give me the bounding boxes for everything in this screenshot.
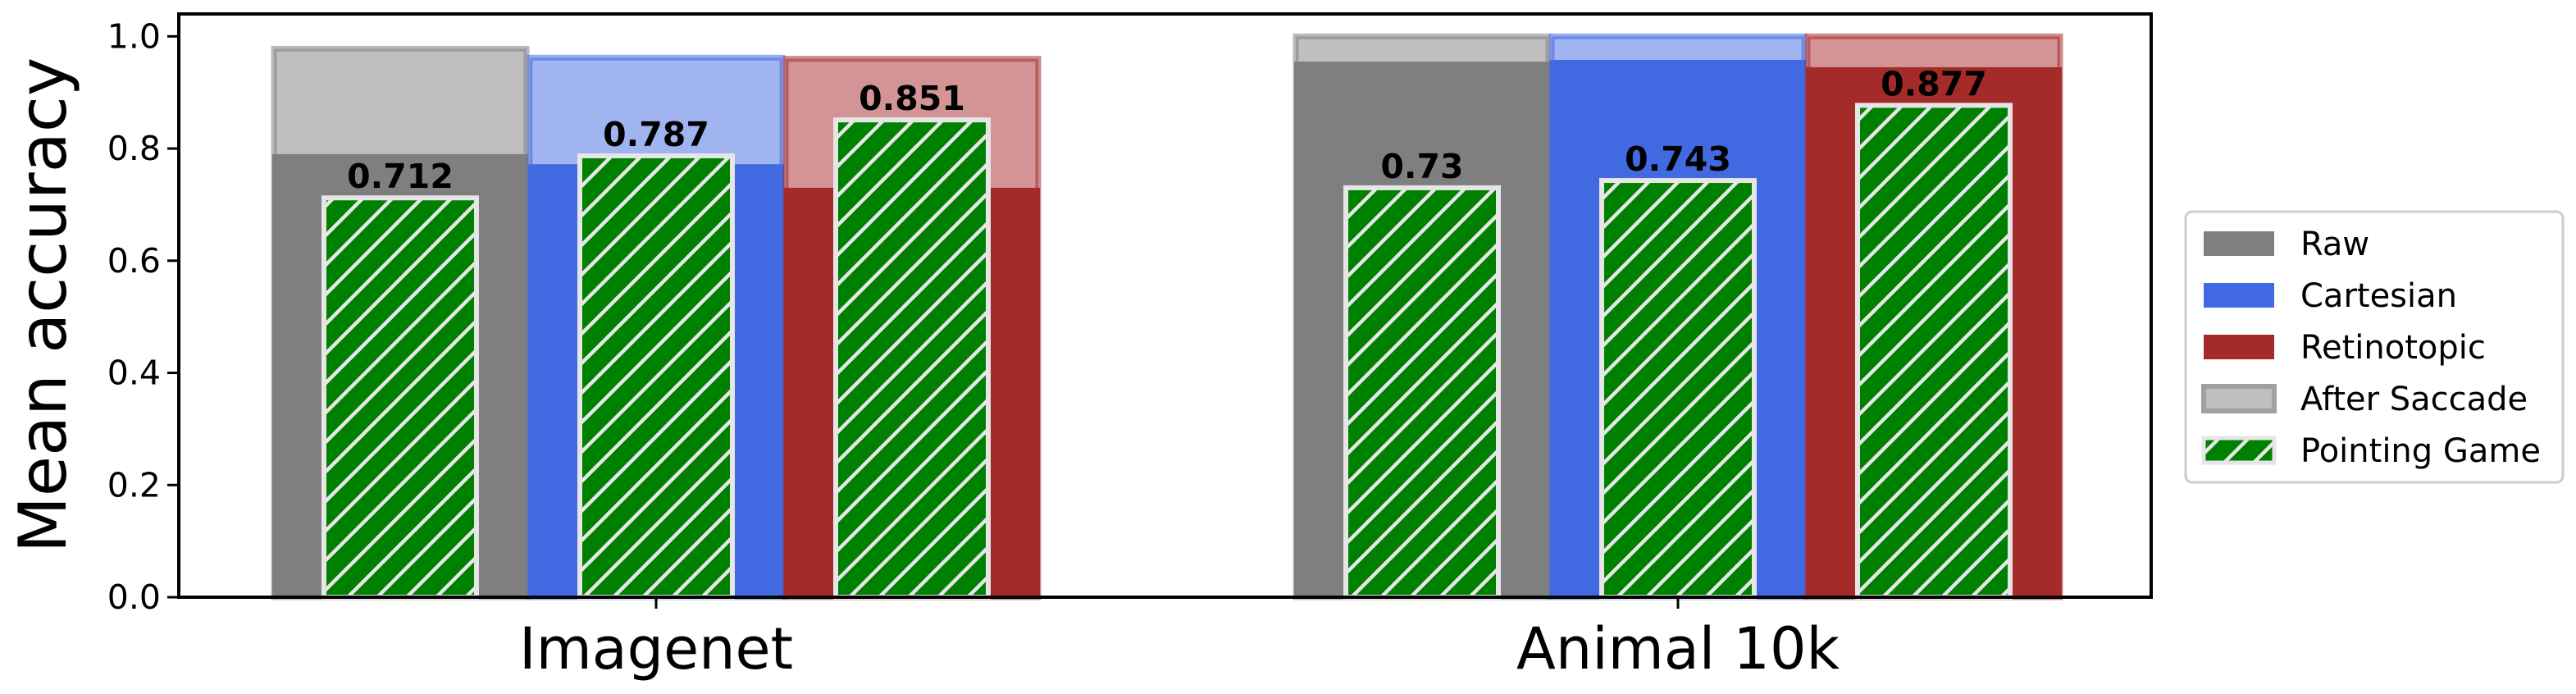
- pointing-game-bar-animal-10k-raw: [1343, 185, 1501, 600]
- data-label-imagenet-raw: 0.712: [347, 157, 454, 196]
- legend-label-raw: Raw: [2300, 226, 2369, 263]
- pointing-game-bar-imagenet-cartesian: [577, 153, 735, 600]
- data-label-imagenet-cartesian: 0.787: [603, 115, 709, 154]
- data-label-imagenet-retinotopic: 0.851: [859, 79, 965, 118]
- y-tick-label-0-6: 0.6: [107, 241, 161, 281]
- y-axis-title: Mean accuracy: [5, 57, 81, 553]
- x-tick-label-imagenet: Imagenet: [519, 615, 793, 683]
- y-tick-label-0-2: 0.2: [107, 465, 161, 505]
- x-tick-label-animal-10k: Animal 10k: [1516, 615, 1840, 683]
- legend: [2184, 210, 2565, 484]
- legend-swatch-raw: [2204, 231, 2274, 256]
- pointing-game-bar-imagenet-retinotopic: [833, 117, 991, 600]
- data-label-animal-10k-cartesian: 0.743: [1625, 139, 1731, 179]
- y-tick-label-0-4: 0.4: [107, 354, 161, 393]
- pointing-game-bar-animal-10k-retinotopic: [1855, 103, 2013, 600]
- data-label-animal-10k-retinotopic: 0.877: [1881, 64, 1987, 103]
- legend-swatch-cartesian: [2204, 283, 2274, 308]
- pointing-game-bar-animal-10k-cartesian: [1599, 178, 1757, 600]
- legend-swatch-retinotopic: [2204, 335, 2274, 359]
- pointing-game-bar-imagenet-raw: [321, 195, 479, 600]
- y-tick-label-0-8: 0.8: [107, 129, 161, 168]
- legend-label-retinotopic: Retinotopic: [2300, 329, 2486, 367]
- data-label-animal-10k-raw: 0.73: [1380, 147, 1463, 186]
- legend-label-pointing-game: Pointing Game: [2300, 432, 2541, 470]
- legend-swatch-pointing-game: [2201, 436, 2277, 465]
- legend-swatch-after-saccade: [2201, 384, 2277, 413]
- y-tick-label-1-0: 1.0: [107, 16, 161, 56]
- legend-label-cartesian: Cartesian: [2300, 277, 2457, 315]
- y-tick-label-0-0: 0.0: [107, 578, 161, 617]
- plot-frame: [177, 12, 2153, 599]
- legend-label-after-saccade: After Saccade: [2300, 381, 2528, 418]
